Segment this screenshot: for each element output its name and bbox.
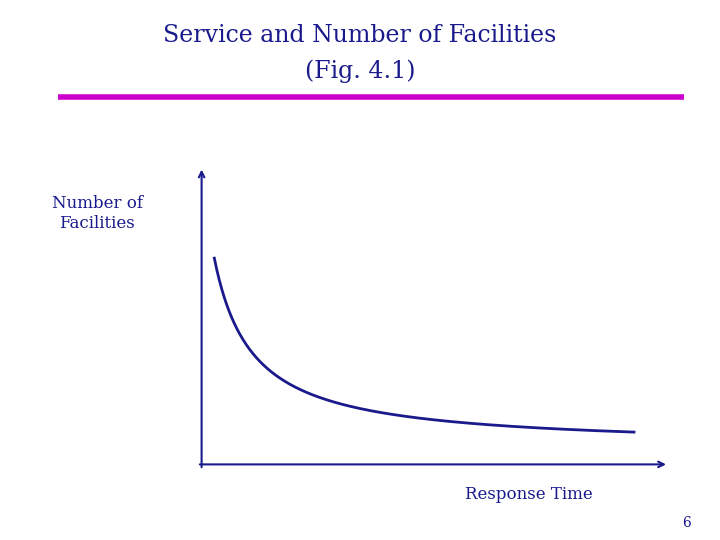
Text: Response Time: Response Time <box>465 485 593 503</box>
Text: Number of
Facilities: Number of Facilities <box>52 195 143 232</box>
Text: (Fig. 4.1): (Fig. 4.1) <box>305 59 415 83</box>
Text: Service and Number of Facilities: Service and Number of Facilities <box>163 24 557 46</box>
Text: 6: 6 <box>683 516 691 530</box>
